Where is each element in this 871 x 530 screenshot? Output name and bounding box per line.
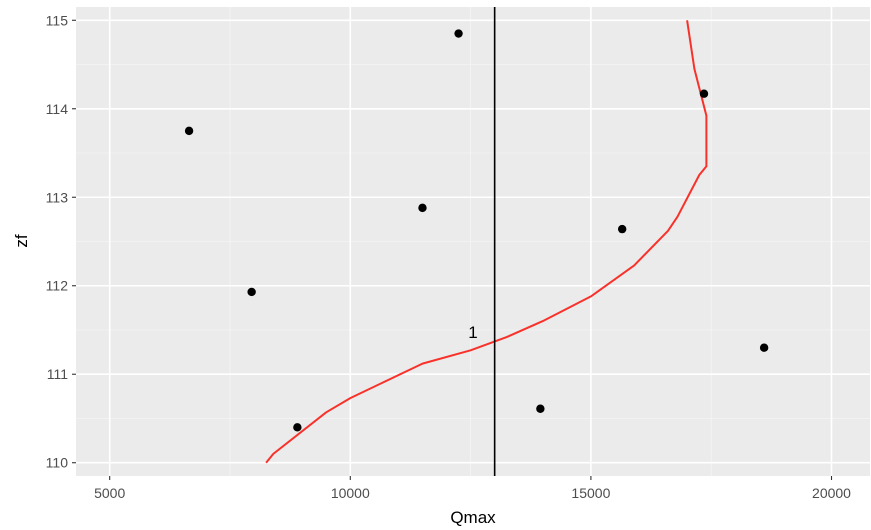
x-tick-label: 15000	[571, 485, 610, 501]
scatter-point	[699, 89, 709, 98]
scatter-point	[759, 343, 769, 352]
scatter-point	[536, 404, 545, 413]
y-tick-label: 114	[46, 101, 69, 117]
y-tick-label: 110	[46, 455, 69, 471]
scatter-point	[293, 423, 302, 432]
y-tick-label: 113	[46, 189, 69, 205]
x-tick-label: 10000	[331, 485, 370, 501]
x-tick-label: 5000	[94, 485, 125, 501]
y-tick-label: 112	[46, 278, 69, 294]
y-tick-label: 115	[46, 12, 69, 28]
x-tick-label: 20000	[812, 485, 851, 501]
series-layer: 1	[184, 7, 769, 476]
scatter-point	[454, 29, 463, 38]
x-axis-title: Qmax	[450, 508, 496, 527]
annotation-label: 1	[468, 323, 477, 342]
scatter-point	[418, 203, 427, 213]
minor-gridlines	[76, 7, 870, 476]
scatter-point	[617, 224, 627, 234]
axis-layer: 5000 10000 15000 20000 110 111 112 113 114 115	[46, 12, 852, 501]
scatter-point	[184, 126, 194, 136]
y-tick-label: 111	[47, 366, 68, 382]
scatter-point	[247, 287, 256, 297]
fit-curve-line	[265, 20, 708, 464]
y-axis-title: zf	[12, 234, 31, 248]
